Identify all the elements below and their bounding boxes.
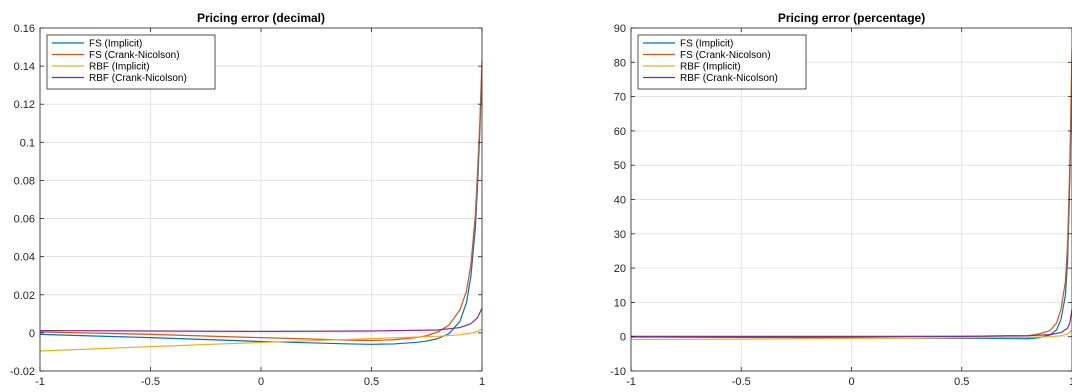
legend-entry: RBF (Crank-Nicolson): [89, 73, 187, 84]
x-tick-label: 0.5: [364, 376, 379, 388]
y-tick-label: 0.04: [14, 252, 35, 264]
legend: FS (Implicit)FS (Crank-Nicolson)RBF (Imp…: [637, 34, 807, 90]
y-tick-label: 30: [614, 229, 626, 241]
y-tick-label: 0.16: [14, 23, 35, 35]
y-tick-label: 20: [614, 263, 626, 275]
y-tick-label: 80: [614, 57, 626, 69]
x-tick-label: -1: [626, 376, 636, 388]
legend-entry: FS (Implicit): [680, 39, 733, 50]
series-line: [40, 328, 482, 352]
x-tick-label: 0: [848, 376, 854, 388]
legend-entry: RBF (Implicit): [680, 62, 741, 73]
y-tick-label: -0.02: [10, 366, 35, 378]
y-tick-label: 70: [614, 92, 626, 104]
legend: FS (Implicit)FS (Crank-Nicolson)RBF (Imp…: [46, 34, 216, 90]
x-tick-label: 1: [1069, 376, 1072, 388]
series-group: [40, 60, 482, 352]
legend-entry: RBF (Crank-Nicolson): [680, 73, 778, 84]
x-tick-label: 1: [479, 376, 485, 388]
series-line: [631, 309, 1072, 337]
y-tick-label: 10: [614, 297, 626, 309]
series-line: [40, 60, 482, 342]
chart-title: Pricing error (percentage): [778, 11, 925, 25]
x-tick-label: -1: [35, 376, 45, 388]
y-tick-label: 0.1: [20, 137, 35, 149]
y-tick-label: 0.06: [14, 214, 35, 226]
x-tick-label: 0.5: [954, 376, 969, 388]
legend-entry: RBF (Implicit): [89, 62, 150, 73]
y-tick-label: 0: [620, 332, 626, 344]
y-tick-label: 40: [614, 195, 626, 207]
y-tick-label: 90: [614, 23, 626, 35]
y-tick-label: -10: [610, 366, 626, 378]
series-line: [40, 66, 482, 345]
y-tick-label: 0.12: [14, 99, 35, 111]
series-line: [40, 307, 482, 332]
series-line: [631, 329, 1072, 341]
x-tick-label: -0.5: [732, 376, 751, 388]
x-tick-label: 0: [258, 376, 264, 388]
y-tick-label: 50: [614, 160, 626, 172]
series-group: [631, 48, 1072, 341]
legend-entry: FS (Crank-Nicolson): [680, 50, 771, 61]
chart-title: Pricing error (decimal): [197, 11, 325, 25]
legend-box: [637, 34, 807, 90]
legend-box: [46, 34, 216, 90]
chart-decimal-error: -1 -0.5 0 0.5 1 -0.02 0 0.02 0.04 0.06 0.08 0.1 0.12…: [10, 11, 485, 388]
x-tick-label: -0.5: [141, 376, 160, 388]
y-tick-label: 0: [29, 328, 35, 340]
chart-percentage-error: -1 -0.5 0 0.5 1 -10 0 10 20 30 40 50 60 70 80 90 Pricing…: [610, 11, 1072, 388]
y-tick-label: 0.02: [14, 290, 35, 302]
legend-entry: FS (Implicit): [89, 39, 142, 50]
legend-entry: FS (Crank-Nicolson): [89, 50, 180, 61]
y-tick-label: 0.08: [14, 175, 35, 187]
y-tick-label: 0.14: [14, 61, 35, 73]
y-tick-label: 60: [614, 126, 626, 138]
